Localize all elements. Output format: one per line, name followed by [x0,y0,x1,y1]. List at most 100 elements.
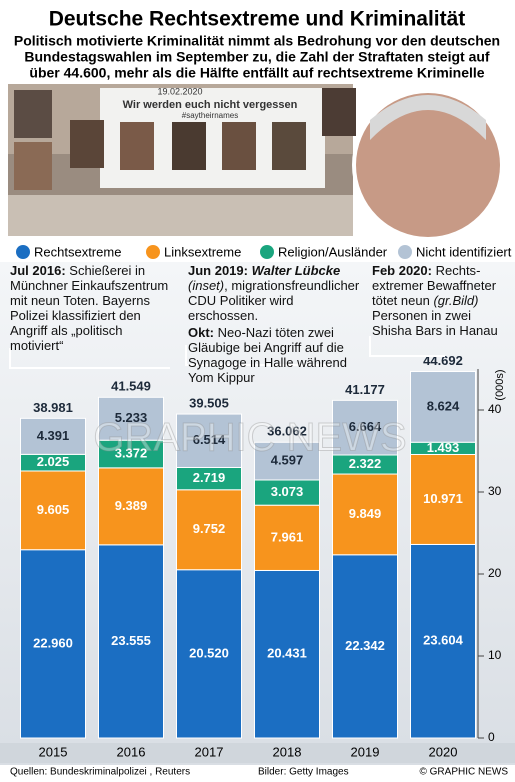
data-label: 6.664 [349,419,382,434]
annotation-text: Schießerei in Münchner Einkaufs­zentrum … [10,263,169,353]
annotation-text: (inset) [188,278,225,293]
y-axis-label: (000s) [494,369,506,400]
copyright: © GRAPHIC NEWS [420,767,509,778]
data-label: 20.520 [189,645,229,660]
annotation-text: Walter Lübcke [251,263,341,278]
data-label: 10.971 [423,491,463,506]
photo-text: 19.02.2020 [157,86,202,96]
data-label: 22.342 [345,638,385,653]
photo-text: #saytheirnames [182,111,238,120]
total-label: 36.062 [267,424,307,439]
data-label: 1.493 [427,440,460,455]
x-tick-label: 2019 [351,744,380,759]
annotation: Okt: Neo-Nazi töten zwei Gläubige bei An… [188,325,366,385]
x-tick-label: 2020 [429,744,458,759]
data-label: 9.849 [349,506,382,521]
annotation-text: Jun 2019: [188,263,252,278]
photo-portrait [70,120,104,168]
legend-swatch [398,245,412,259]
bar-segment [176,569,242,739]
subtitle: Bundestagswahlen im September zu, die Za… [24,49,490,65]
annotation: Feb 2020: Rechts­extremer Bewaffneter tö… [372,263,514,338]
data-label: 22.960 [33,635,73,650]
x-tick-label: 2016 [117,744,146,759]
bar-segment [332,554,398,739]
bar-segment [332,399,398,456]
total-label: 39.505 [189,395,229,410]
data-label: 2.322 [349,456,382,471]
subtitle: Politisch motivierte Kriminalität nimmt … [14,33,500,49]
subtitle: über 44.600, mehr als die Hälfte entfäll… [29,65,484,81]
total-label: 41.549 [111,379,151,394]
bar-segment [98,544,164,739]
annotation-text: Okt: [188,325,214,340]
annotation-text: (gr.Bild) [433,293,479,308]
inset-photo [356,93,500,237]
annotation-text: Rechts­extremer Bewaffneter tötet neun [372,263,497,308]
annotation-text: Neo-Nazi töten zwei Gläubige bei Angriff… [188,325,347,385]
leader-line [9,348,170,369]
legend-swatch [16,245,30,259]
annotation-text: , migrationsfreund­licher CDU Politiker … [188,278,360,323]
total-label: 38.981 [33,400,73,415]
photo-portrait [322,88,356,136]
y-tick-label: 30 [488,484,502,498]
source: Quellen: Bundeskriminalpolizei , Reuters [10,767,190,778]
data-label: 6.514 [193,432,226,447]
data-label: 3.073 [271,484,304,499]
data-label: 23.604 [423,633,464,648]
annotation-text: Personen in zwei Shisha Bars in Hanau [372,308,498,338]
photo-portrait [222,122,256,170]
annotation-text: Feb 2020: [372,263,432,278]
leader-line [185,345,330,366]
credit: Bilder: Getty Images [258,767,349,778]
photo-portrait [172,122,206,170]
bar-segment [98,396,164,441]
watermark: GRAPHIC NEWS [93,416,406,460]
bar-segment [254,441,320,481]
legend-label: Religion/Ausländer [278,244,388,259]
data-label: 4.597 [271,453,304,468]
bar-segment [332,473,398,556]
x-axis-band [0,743,515,763]
data-label: 4.391 [37,428,70,443]
x-tick-label: 2015 [39,744,68,759]
leader-line [369,336,445,357]
data-label: 2.025 [37,454,70,469]
bar-segment [176,489,242,571]
y-tick-label: 0 [488,730,495,744]
chart-title: Deutsche Rechtsextreme und Kriminalität [49,8,466,31]
data-label: 8.624 [427,398,460,413]
bar-segment [176,413,242,468]
photo-text: Wir werden euch nicht vergessen [123,99,298,111]
photo-portrait [14,142,52,190]
data-label: 9.752 [193,521,226,536]
data-label: 20.431 [267,646,307,661]
photo-portrait [120,122,154,170]
data-label: 5.233 [115,410,148,425]
y-tick-label: 40 [488,402,502,416]
annotation: Jun 2019: Walter Lübcke (inset), migrati… [188,263,366,323]
data-label: 23.555 [111,633,151,648]
annotation-text: Jul 2016: [10,263,66,278]
legend-label: Rechtsextreme [34,244,121,259]
data-label: 9.389 [115,498,148,513]
x-tick-label: 2017 [195,744,224,759]
data-label: 3.372 [115,445,148,460]
data-label: 7.961 [271,529,304,544]
bar-segment [410,371,476,443]
bar-segment [254,569,320,739]
legend-swatch [260,245,274,259]
annotation: Jul 2016: Schießerei in Münchner Einkauf… [10,263,178,353]
y-tick-label: 20 [488,566,502,580]
photo-candles [8,195,353,236]
legend-label: Nicht identifiziert [416,244,512,259]
total-label: 41.177 [345,382,385,397]
y-tick-label: 10 [488,648,502,662]
x-tick-label: 2018 [273,744,302,759]
bar-segment [254,504,320,571]
bar-segment [20,470,86,551]
bar-segment [98,467,164,546]
